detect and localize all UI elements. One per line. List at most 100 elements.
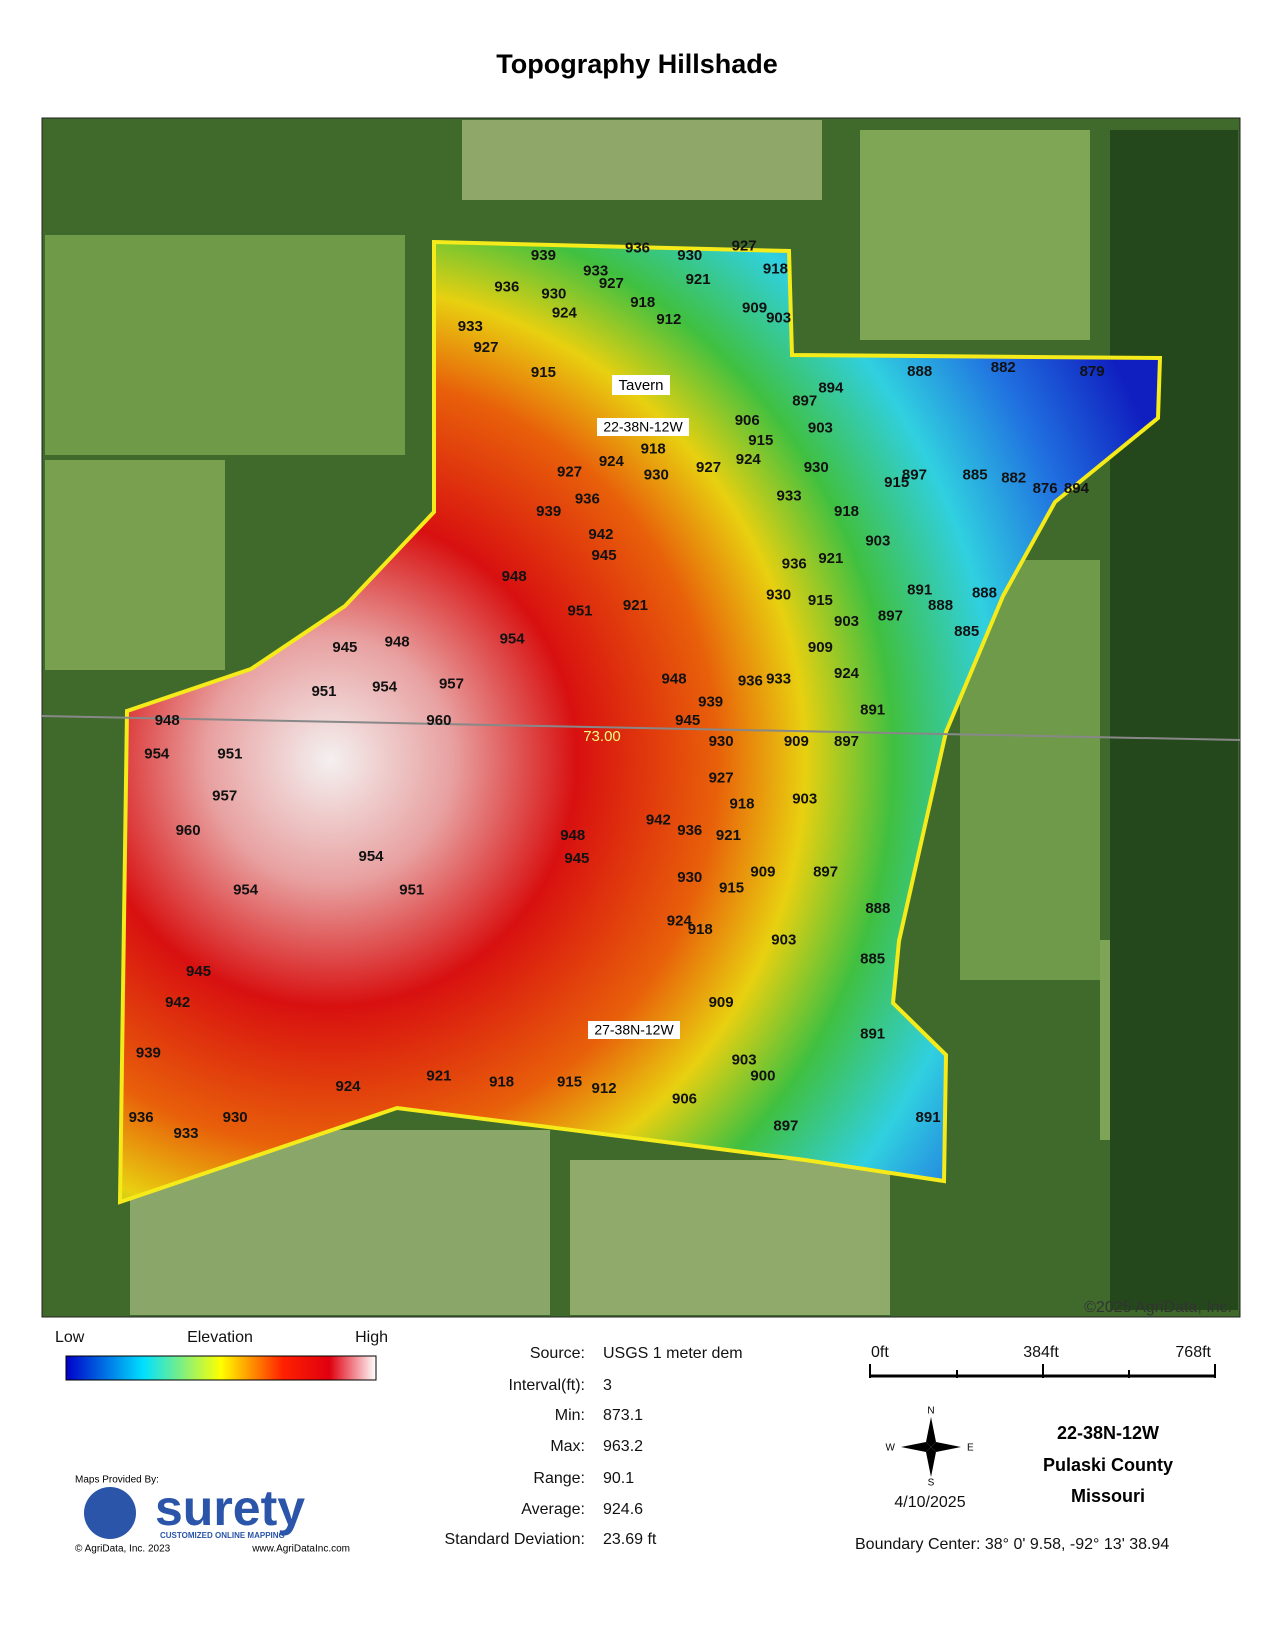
contour-label: 903	[792, 790, 817, 807]
contour-label: 930	[709, 733, 734, 750]
contour-label: 897	[792, 392, 817, 409]
contour-label: 885	[860, 950, 885, 967]
place-label: Tavern	[618, 377, 663, 394]
contour-label: 912	[592, 1080, 617, 1097]
stat-label: Min:	[555, 1407, 585, 1424]
contour-label: 885	[963, 466, 988, 483]
contour-label: 894	[818, 380, 844, 397]
contour-label: 927	[473, 339, 498, 356]
contour-label: 909	[709, 994, 734, 1011]
contour-label: 939	[698, 693, 723, 710]
contour-label: 933	[458, 318, 483, 335]
contour-label: 903	[766, 310, 791, 327]
stat-label: Standard Deviation:	[444, 1531, 585, 1548]
logo-globe	[84, 1487, 136, 1539]
contour-label: 954	[358, 848, 384, 865]
contour-label: 945	[675, 712, 700, 729]
center-value: 73.00	[583, 728, 621, 745]
contour-label: 915	[808, 592, 833, 609]
logo-brand: surety	[155, 1480, 305, 1536]
contour-label: 960	[176, 822, 201, 839]
contour-label: 921	[818, 550, 843, 567]
compass-s: S	[928, 1478, 935, 1489]
contour-label: 888	[907, 363, 932, 380]
stat-value: 3	[603, 1377, 612, 1394]
contour-label: 951	[568, 602, 593, 619]
contour-label: 918	[834, 503, 859, 520]
color-bar	[65, 1355, 377, 1381]
contour-label: 924	[552, 304, 578, 321]
contour-label: 942	[646, 811, 671, 828]
contour-label: 918	[688, 921, 713, 938]
contour-label: 951	[217, 746, 242, 763]
title: Topography Hillshade	[496, 49, 778, 79]
contour-label: 921	[623, 597, 648, 614]
road-line	[41, 715, 1241, 741]
contour-label: 906	[672, 1090, 697, 1107]
contour-label: 927	[696, 459, 721, 476]
contour-label: 903	[865, 532, 890, 549]
scale-label: 768ft	[1175, 1344, 1211, 1361]
contour-label: 927	[732, 238, 757, 255]
contour-label: 903	[771, 932, 796, 949]
contour-label: 888	[865, 900, 890, 917]
contour-label: 897	[902, 466, 927, 483]
contour-label: 939	[536, 503, 561, 520]
contour-label: 936	[129, 1109, 154, 1126]
contour-label: 936	[494, 278, 519, 295]
stat-label: Source:	[530, 1345, 585, 1362]
location-section: 22-38N-12W	[1057, 1423, 1159, 1443]
contour-label: 918	[763, 261, 788, 278]
contour-label: 912	[656, 311, 681, 328]
date: 4/10/2025	[894, 1494, 965, 1511]
contour-label: 930	[223, 1109, 248, 1126]
contour-label: 954	[500, 631, 526, 648]
legend-title: Elevation	[187, 1329, 253, 1346]
contour-label: 918	[630, 294, 655, 311]
contour-label: 927	[599, 275, 624, 292]
contour-label: 897	[773, 1118, 798, 1135]
section-label: 27-38N-12W	[594, 1022, 674, 1038]
contour-label: 936	[677, 822, 702, 839]
stat-value: 924.6	[603, 1501, 643, 1518]
field-boundary	[117, 239, 1163, 1205]
contour-label: 879	[1080, 363, 1105, 380]
contour-label: 891	[916, 1109, 941, 1126]
contour-label: 924	[335, 1078, 361, 1095]
contour-label: 882	[1001, 470, 1026, 487]
location-county: Pulaski County	[1043, 1455, 1173, 1475]
contour-label: 936	[738, 672, 763, 689]
contour-label: 915	[531, 364, 556, 381]
label-box	[612, 375, 670, 395]
contour-label: 891	[860, 702, 885, 719]
contour-label: 888	[972, 585, 997, 602]
contour-label: 915	[557, 1074, 582, 1091]
compass-arrow	[926, 1417, 936, 1447]
contour-label: 933	[766, 670, 791, 687]
logo-copyright: © AgriData, Inc. 2023	[75, 1544, 171, 1555]
contour-label: 954	[144, 746, 170, 763]
contour-label: 936	[575, 491, 600, 508]
contour-label: 933	[583, 263, 608, 280]
label-box	[588, 1021, 680, 1039]
contour-label: 936	[782, 555, 807, 572]
contour-label: 945	[564, 850, 589, 867]
contour-label: 918	[729, 796, 754, 813]
contour-label: 933	[174, 1125, 199, 1142]
contour-label: 939	[531, 247, 556, 264]
section-label: 22-38N-12W	[603, 419, 683, 435]
contour-label: 945	[592, 547, 617, 564]
contour-label: 924	[736, 451, 762, 468]
contour-label: 954	[233, 881, 259, 898]
contour-label: 909	[742, 299, 767, 316]
contour-label: 903	[808, 419, 833, 436]
compass-arrow	[926, 1447, 936, 1477]
contour-label: 948	[155, 712, 180, 729]
contour-label: 924	[834, 665, 860, 682]
legend-high: High	[355, 1329, 388, 1346]
contour-label: 948	[502, 568, 527, 585]
contour-label: 903	[732, 1052, 757, 1069]
scale-label: 0ft	[871, 1344, 889, 1361]
stat-label: Interval(ft):	[509, 1377, 585, 1394]
